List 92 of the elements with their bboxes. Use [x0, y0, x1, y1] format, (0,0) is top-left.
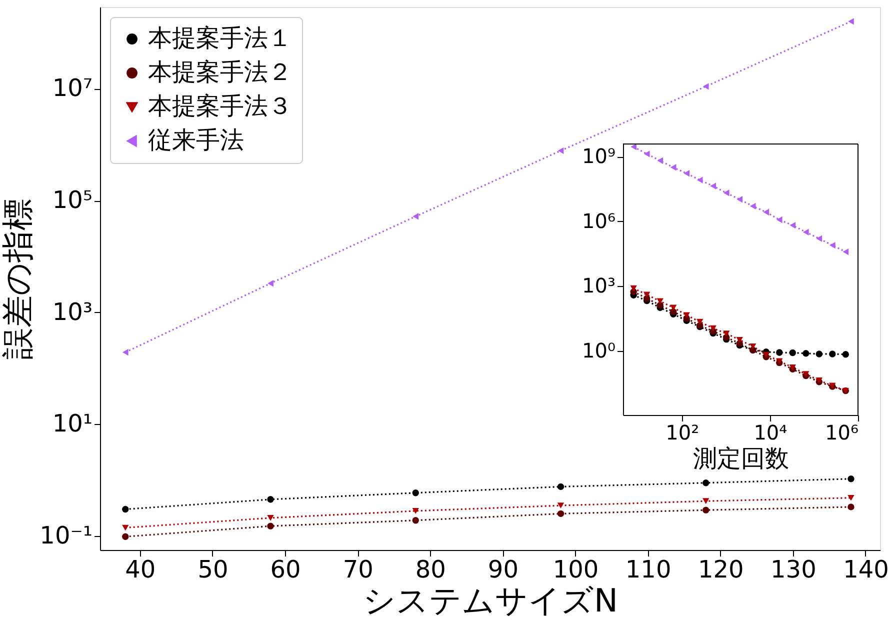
legend-label: 従来手法 [148, 126, 244, 154]
point [776, 216, 782, 224]
point [670, 164, 676, 171]
point [670, 308, 677, 316]
point [702, 498, 710, 504]
point [630, 285, 637, 292]
point [670, 304, 677, 311]
point [630, 143, 636, 150]
legend-label: 本提案手法１ [148, 24, 292, 52]
y-tick-label: 10⁰ [582, 338, 616, 362]
point [736, 336, 743, 343]
y-tick-label: 10⁹ [582, 144, 616, 168]
point [412, 489, 419, 496]
x-tick-label: 90 [488, 556, 518, 584]
x-axis-title: 測定回数 [693, 444, 789, 472]
point [842, 351, 850, 358]
point [644, 150, 650, 158]
point [683, 312, 690, 318]
x-tick-label: 70 [342, 556, 374, 584]
point [829, 242, 836, 249]
point [702, 83, 709, 90]
point [710, 182, 716, 190]
point [763, 208, 770, 216]
point [643, 292, 650, 298]
point [802, 350, 810, 357]
point [736, 196, 743, 203]
x-tick-label: 40 [125, 556, 156, 584]
point [122, 506, 129, 513]
point [122, 348, 128, 356]
point [557, 510, 564, 518]
point [702, 506, 710, 514]
point [412, 508, 419, 514]
point [816, 350, 822, 358]
point [848, 18, 854, 25]
x-tick-label: 10² [666, 420, 700, 444]
x-tick-label: 60 [270, 556, 301, 584]
point [696, 318, 704, 325]
point [789, 349, 796, 356]
point [412, 516, 419, 524]
x-tick-label: 100 [552, 556, 599, 584]
y-tick-label: 10⁶ [582, 208, 616, 233]
y-axis-title: 誤差の指標 [0, 198, 37, 360]
point [750, 202, 756, 210]
point [684, 170, 690, 177]
x-axis-title: システムサイズN [363, 582, 618, 620]
point [802, 228, 809, 236]
point [723, 330, 730, 336]
point [267, 496, 274, 503]
x-tick-label: 10⁶ [825, 420, 858, 444]
point [267, 522, 274, 530]
x-tick-label: 130 [770, 556, 816, 584]
point [848, 475, 854, 482]
x-tick-label: 50 [198, 556, 228, 584]
point [842, 248, 849, 256]
point [710, 325, 716, 332]
point [848, 494, 854, 501]
point [268, 280, 274, 287]
point [789, 364, 796, 370]
point [723, 190, 730, 196]
y-tick-label: 10⁷ [52, 74, 92, 102]
point [558, 147, 564, 154]
point [790, 222, 796, 229]
legend-label: 本提案手法２ [148, 58, 292, 86]
point [657, 157, 663, 164]
x-tick-label: 10⁴ [754, 420, 788, 444]
point [656, 298, 664, 304]
point [750, 343, 756, 350]
y-tick-label: 10³ [582, 274, 616, 298]
point [762, 352, 770, 358]
point [122, 533, 129, 540]
legend-label: 本提案手法３ [148, 92, 292, 120]
point [829, 350, 836, 358]
y-tick-label: 10⁵ [52, 186, 92, 214]
point [412, 213, 419, 220]
point [776, 349, 783, 356]
point [702, 480, 710, 486]
point [802, 371, 810, 377]
point [557, 483, 564, 490]
x-tick-label: 120 [698, 556, 744, 584]
y-tick-label: 10⁻¹ [40, 521, 92, 550]
x-tick-label: 80 [415, 556, 446, 584]
point [656, 302, 664, 309]
point [122, 524, 129, 531]
point [267, 515, 274, 521]
x-tick-label: 110 [625, 556, 672, 584]
point [696, 176, 703, 184]
point [816, 235, 822, 242]
y-tick-label: 10³ [52, 298, 92, 326]
y-tick-label: 10¹ [52, 410, 92, 438]
x-tick-label: 140 [843, 556, 889, 584]
point [557, 502, 564, 508]
point [848, 504, 854, 510]
